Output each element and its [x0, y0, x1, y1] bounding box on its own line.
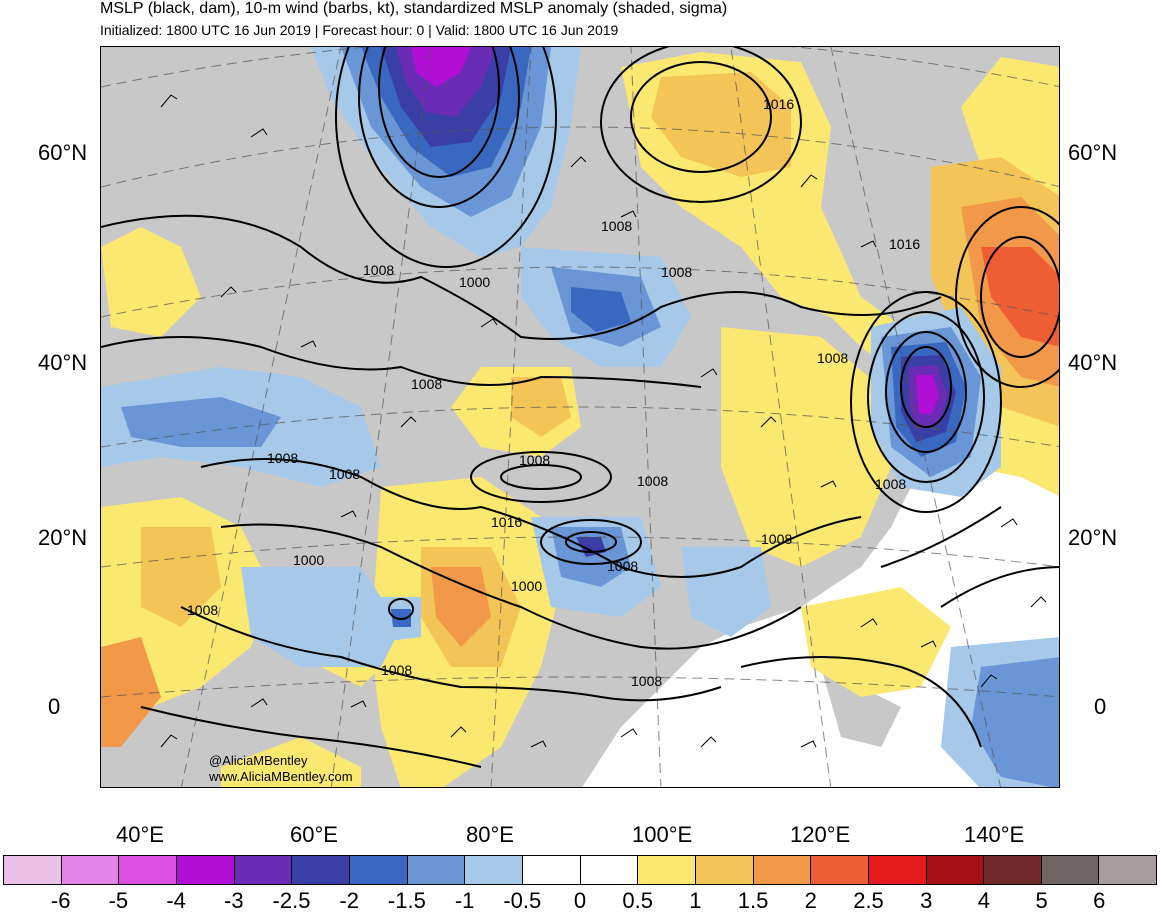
colorbar-tick-label: -0.5 [503, 888, 542, 913]
colorbar-swatch [694, 855, 753, 885]
colorbar-swatch [521, 855, 580, 885]
map-subtitle: Initialized: 1800 UTC 16 Jun 2019 | Fore… [100, 22, 619, 38]
map-panel: 1016 1008 1008 1000 1016 1008 1008 1008 … [100, 46, 1060, 788]
colorbar-swatch [118, 855, 176, 885]
colorbar-tick-label: -4 [166, 888, 186, 913]
isobar-label: 1008 [329, 466, 360, 482]
colorbar-tick-label: 5 [1035, 888, 1048, 913]
lat-label-right: 60°N [1068, 140, 1118, 165]
colorbar-swatch [175, 855, 234, 885]
colorbar-swatch [3, 855, 61, 885]
lon-label: 140°E [964, 822, 1025, 847]
lon-label: 40°E [116, 822, 164, 847]
isobar-label: 1000 [293, 552, 324, 568]
isobar-label: 1008 [761, 531, 792, 547]
colorbar-swatch [233, 855, 292, 885]
credit-website[interactable]: www.AliciaMBentley.com [209, 769, 353, 784]
credit-handle: @AliciaMBentley [209, 753, 308, 768]
isobars [101, 47, 1059, 768]
lat-label-left: 0 [48, 694, 61, 719]
lat-label-right: 20°N [1068, 525, 1118, 550]
negative-anomaly-shading [101, 47, 1059, 787]
lon-label: 60°E [290, 822, 338, 847]
isobar-label: 1008 [601, 218, 632, 234]
colorbar-tick-label: 0 [573, 888, 587, 913]
isobar-label: 1008 [817, 350, 848, 366]
isobar-label: 1008 [637, 473, 668, 489]
isobar-labels: 1016 1008 1008 1000 1016 1008 1008 1008 … [187, 96, 920, 689]
colorbar-tick-label: -3 [224, 888, 244, 913]
colorbar-swatch [1040, 855, 1099, 885]
colorbar-tick-label: -2 [339, 888, 359, 913]
lon-label: 120°E [790, 822, 851, 847]
weather-map-svg: 1016 1008 1008 1000 1016 1008 1008 1008 … [101, 47, 1059, 787]
colorbar-swatch [637, 855, 695, 885]
colorbar-tick-label: -1.5 [387, 888, 426, 913]
colorbar-swatch [348, 855, 407, 885]
lat-label-left: 60°N [38, 140, 88, 165]
colorbar-tick-label: 2 [804, 888, 817, 913]
colorbar-tick-label: 6 [1093, 888, 1106, 913]
isobar-label: 1016 [889, 236, 920, 252]
lat-label-left: 40°N [38, 350, 88, 375]
colorbar-tick-label: 4 [977, 888, 991, 913]
wind-barbs [160, 94, 1047, 748]
isobar-label: 1008 [607, 558, 638, 574]
colorbar-tick-label: -6 [50, 888, 71, 913]
colorbar-tick-label: -5 [108, 888, 129, 913]
lon-label: 100°E [632, 822, 693, 847]
isobar-label: 1008 [381, 662, 412, 678]
colorbar-tick-label: 3 [920, 888, 933, 913]
colorbar-tick-label: 1.5 [737, 888, 769, 913]
isobar-label: 1008 [519, 452, 550, 468]
isobar-label: 1000 [459, 274, 490, 290]
isobar-label: 1016 [763, 96, 794, 112]
isobar-label: 1000 [511, 578, 542, 594]
colorbar-tick-label: 2.5 [853, 888, 884, 913]
isobar-label: 1008 [363, 262, 394, 278]
colorbar-swatch [752, 855, 811, 885]
isobar-label: 1008 [187, 602, 218, 618]
isobar-label: 1008 [661, 264, 692, 280]
graticule [101, 47, 1059, 787]
lat-label-left: 20°N [38, 525, 88, 550]
colorbar-swatch [867, 855, 926, 885]
colorbar-tick-label: -2.5 [272, 888, 311, 913]
colorbar-swatch [983, 855, 1041, 885]
colorbar-tick-label: 0.5 [622, 888, 653, 913]
isobar-label: 1016 [491, 514, 522, 530]
colorbar-tick-label: 1 [689, 888, 702, 913]
colorbar-swatch [1098, 855, 1158, 885]
isobar-label: 1008 [411, 376, 442, 392]
isobar-label: 1008 [631, 673, 662, 689]
lon-label: 80°E [466, 822, 514, 847]
colorbar-swatch [925, 855, 984, 885]
colorbar-swatch [579, 855, 638, 885]
map-title: MSLP (black, dam), 10-m wind (barbs, kt)… [100, 0, 728, 17]
colorbar-swatch [60, 855, 119, 885]
lat-label-right: 40°N [1068, 350, 1118, 375]
isobar-label: 1008 [267, 450, 298, 466]
colorbar-swatch [810, 855, 868, 885]
colorbar-tick-label: -1 [454, 888, 475, 913]
colorbar-swatch [406, 855, 465, 885]
colorbar [3, 855, 1158, 885]
colorbar-swatch [291, 855, 349, 885]
lat-label-right: 0 [1094, 694, 1107, 719]
colorbar-swatch [464, 855, 522, 885]
isobar-label: 1008 [875, 476, 906, 492]
